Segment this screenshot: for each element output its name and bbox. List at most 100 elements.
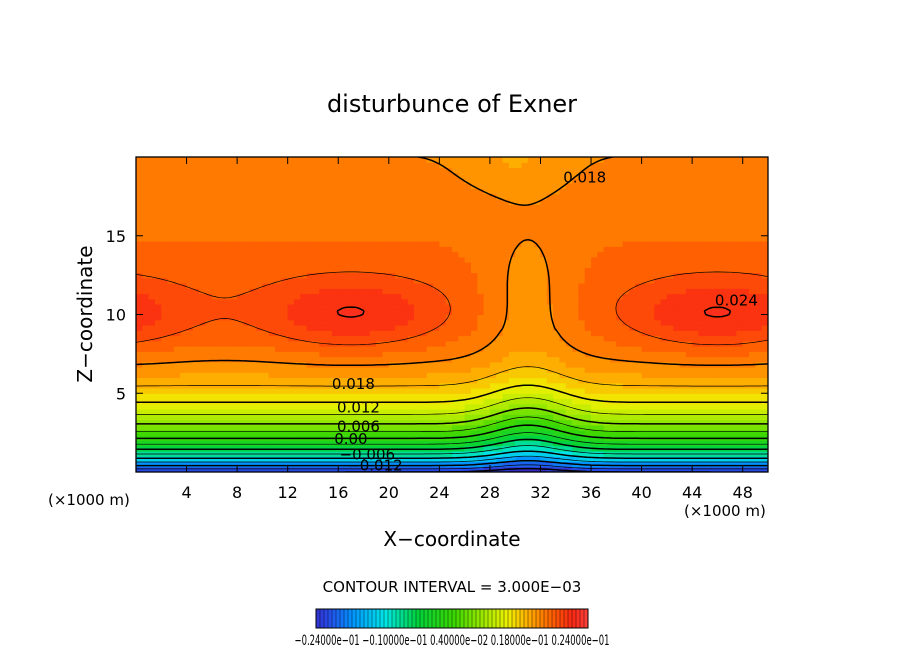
field-cell — [401, 325, 409, 331]
field-cell — [445, 304, 453, 310]
field-cell — [186, 188, 194, 195]
field-cell — [262, 419, 270, 426]
field-cell — [458, 162, 466, 169]
field-cell — [306, 251, 314, 258]
field-cell — [262, 162, 270, 169]
field-cell — [312, 367, 320, 373]
field-cell — [376, 288, 384, 295]
field-cell — [268, 209, 276, 216]
field-cell — [199, 325, 207, 331]
field-cell — [610, 309, 617, 316]
field-cell — [319, 277, 327, 284]
field-cell — [243, 230, 251, 237]
field-cell — [154, 466, 162, 472]
field-cell — [426, 272, 434, 279]
field-cell — [268, 178, 276, 184]
field-cell — [553, 256, 561, 263]
field-cell — [312, 298, 320, 305]
field-cell — [243, 277, 251, 284]
field-cell — [395, 377, 403, 384]
field-cell — [262, 398, 270, 405]
field-cell — [521, 193, 529, 200]
field-cell — [154, 193, 162, 200]
field-cell — [180, 419, 188, 426]
field-cell — [603, 225, 611, 232]
field-cell — [186, 319, 194, 326]
field-cell — [338, 167, 346, 174]
field-cell — [262, 388, 270, 394]
field-cell — [369, 393, 377, 400]
field-cell — [344, 456, 352, 463]
field-cell — [565, 435, 573, 442]
field-cell — [502, 382, 510, 389]
field-cell — [553, 157, 561, 163]
field-cell — [565, 162, 573, 169]
field-cell — [350, 267, 358, 274]
field-cell — [515, 419, 523, 426]
field-cell — [275, 256, 282, 263]
field-cell — [401, 162, 409, 169]
field-cell — [344, 188, 352, 195]
field-cell — [452, 403, 459, 410]
field-cell — [382, 172, 390, 179]
field-cell — [218, 398, 226, 405]
field-cell — [382, 246, 390, 253]
field-cell — [306, 262, 314, 268]
field-cell — [628, 298, 636, 305]
field-cell — [300, 367, 308, 373]
field-cell — [331, 193, 339, 200]
field-cell — [237, 167, 245, 174]
field-cell — [230, 440, 238, 447]
field-cell — [167, 340, 175, 347]
field-cell — [211, 403, 219, 410]
field-cell — [350, 293, 358, 300]
field-cell — [376, 241, 384, 247]
field-cell — [559, 409, 567, 415]
field-cell — [167, 235, 175, 242]
field-cell — [527, 183, 535, 190]
field-cell — [635, 209, 643, 216]
field-cell — [470, 209, 478, 216]
field-cell — [407, 220, 415, 226]
field-cell — [192, 461, 200, 468]
field-cell — [483, 466, 491, 472]
field-cell — [464, 403, 472, 410]
field-cell — [597, 356, 605, 363]
field-cell — [502, 199, 510, 205]
field-cell — [154, 220, 162, 226]
field-cell — [205, 356, 213, 363]
field-cell — [294, 309, 301, 316]
field-cell — [407, 172, 415, 179]
field-cell — [521, 335, 529, 342]
field-cell — [192, 372, 200, 379]
field-cell — [521, 435, 529, 442]
field-cell — [654, 162, 662, 169]
field-cell — [515, 178, 523, 184]
field-cell — [294, 461, 301, 468]
field-cell — [584, 183, 592, 190]
field-cell — [622, 204, 630, 211]
field-cell — [344, 409, 352, 415]
field-cell — [458, 409, 466, 415]
field-cell — [199, 225, 207, 232]
field-cell — [584, 204, 592, 211]
field-cell — [230, 330, 238, 337]
field-cell — [300, 414, 308, 421]
field-cell — [357, 356, 365, 363]
field-cell — [584, 230, 592, 237]
field-cell — [401, 456, 409, 463]
field-cell — [205, 204, 213, 211]
field-cell — [401, 167, 409, 174]
field-cell — [540, 241, 548, 247]
field-cell — [205, 214, 213, 221]
field-cell — [173, 241, 181, 247]
field-cell — [553, 293, 561, 300]
field-cell — [521, 251, 529, 258]
field-cell — [445, 430, 453, 436]
field-cell — [496, 382, 504, 389]
field-cell — [268, 466, 276, 472]
field-cell — [414, 167, 421, 174]
field-cell — [395, 330, 403, 337]
field-cell — [622, 377, 630, 384]
field-cell — [553, 382, 561, 389]
